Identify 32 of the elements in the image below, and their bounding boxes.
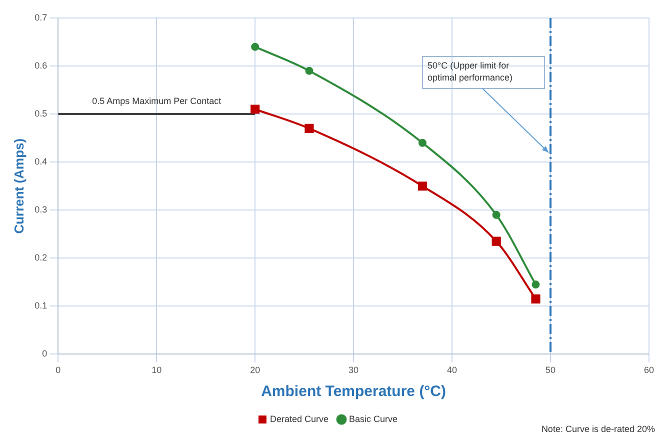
y-tick-label: 0.1 [34,300,48,311]
x-tick-label: 20 [250,365,260,376]
point [250,104,260,114]
point [251,42,260,51]
point [304,124,314,133]
point [305,66,314,75]
point [532,280,540,289]
text: Note: Curve is de-rated 20% [541,424,655,434]
x-tick-label: 30 [348,365,359,376]
x-axis-title: Ambient Temperature (°C) [261,383,446,400]
point [418,182,428,191]
point [492,236,501,246]
y-tick-label: 0.3 [34,204,48,215]
y-tick-label: 0.2 [34,252,48,263]
legend-label: Basic Curve [349,414,398,424]
y-tick-label: 0.6 [34,60,48,71]
x-tick-label: 40 [447,365,458,376]
point [418,138,426,147]
x-tick-label: 0 [56,365,61,376]
legend-label: Derated Curve [270,414,329,424]
y-tick-label: 0 [42,348,48,359]
x-tick-label: 50 [546,365,556,376]
annotation: 50°C (Upper limit for optimal performance) [428,60,513,82]
y-tick-label: 0.7 [34,12,48,22]
point [531,294,540,304]
y-tick-label: 0.4 [34,156,48,167]
x-tick-label: 60 [644,365,654,376]
y-tick-label: 0.5 [34,108,48,119]
point [492,210,500,219]
annotation: 0.5 Amps Maximum Per Contact [92,96,222,106]
y-axis-title: Current (Amps) [11,138,26,234]
x-tick-label: 10 [152,365,162,376]
